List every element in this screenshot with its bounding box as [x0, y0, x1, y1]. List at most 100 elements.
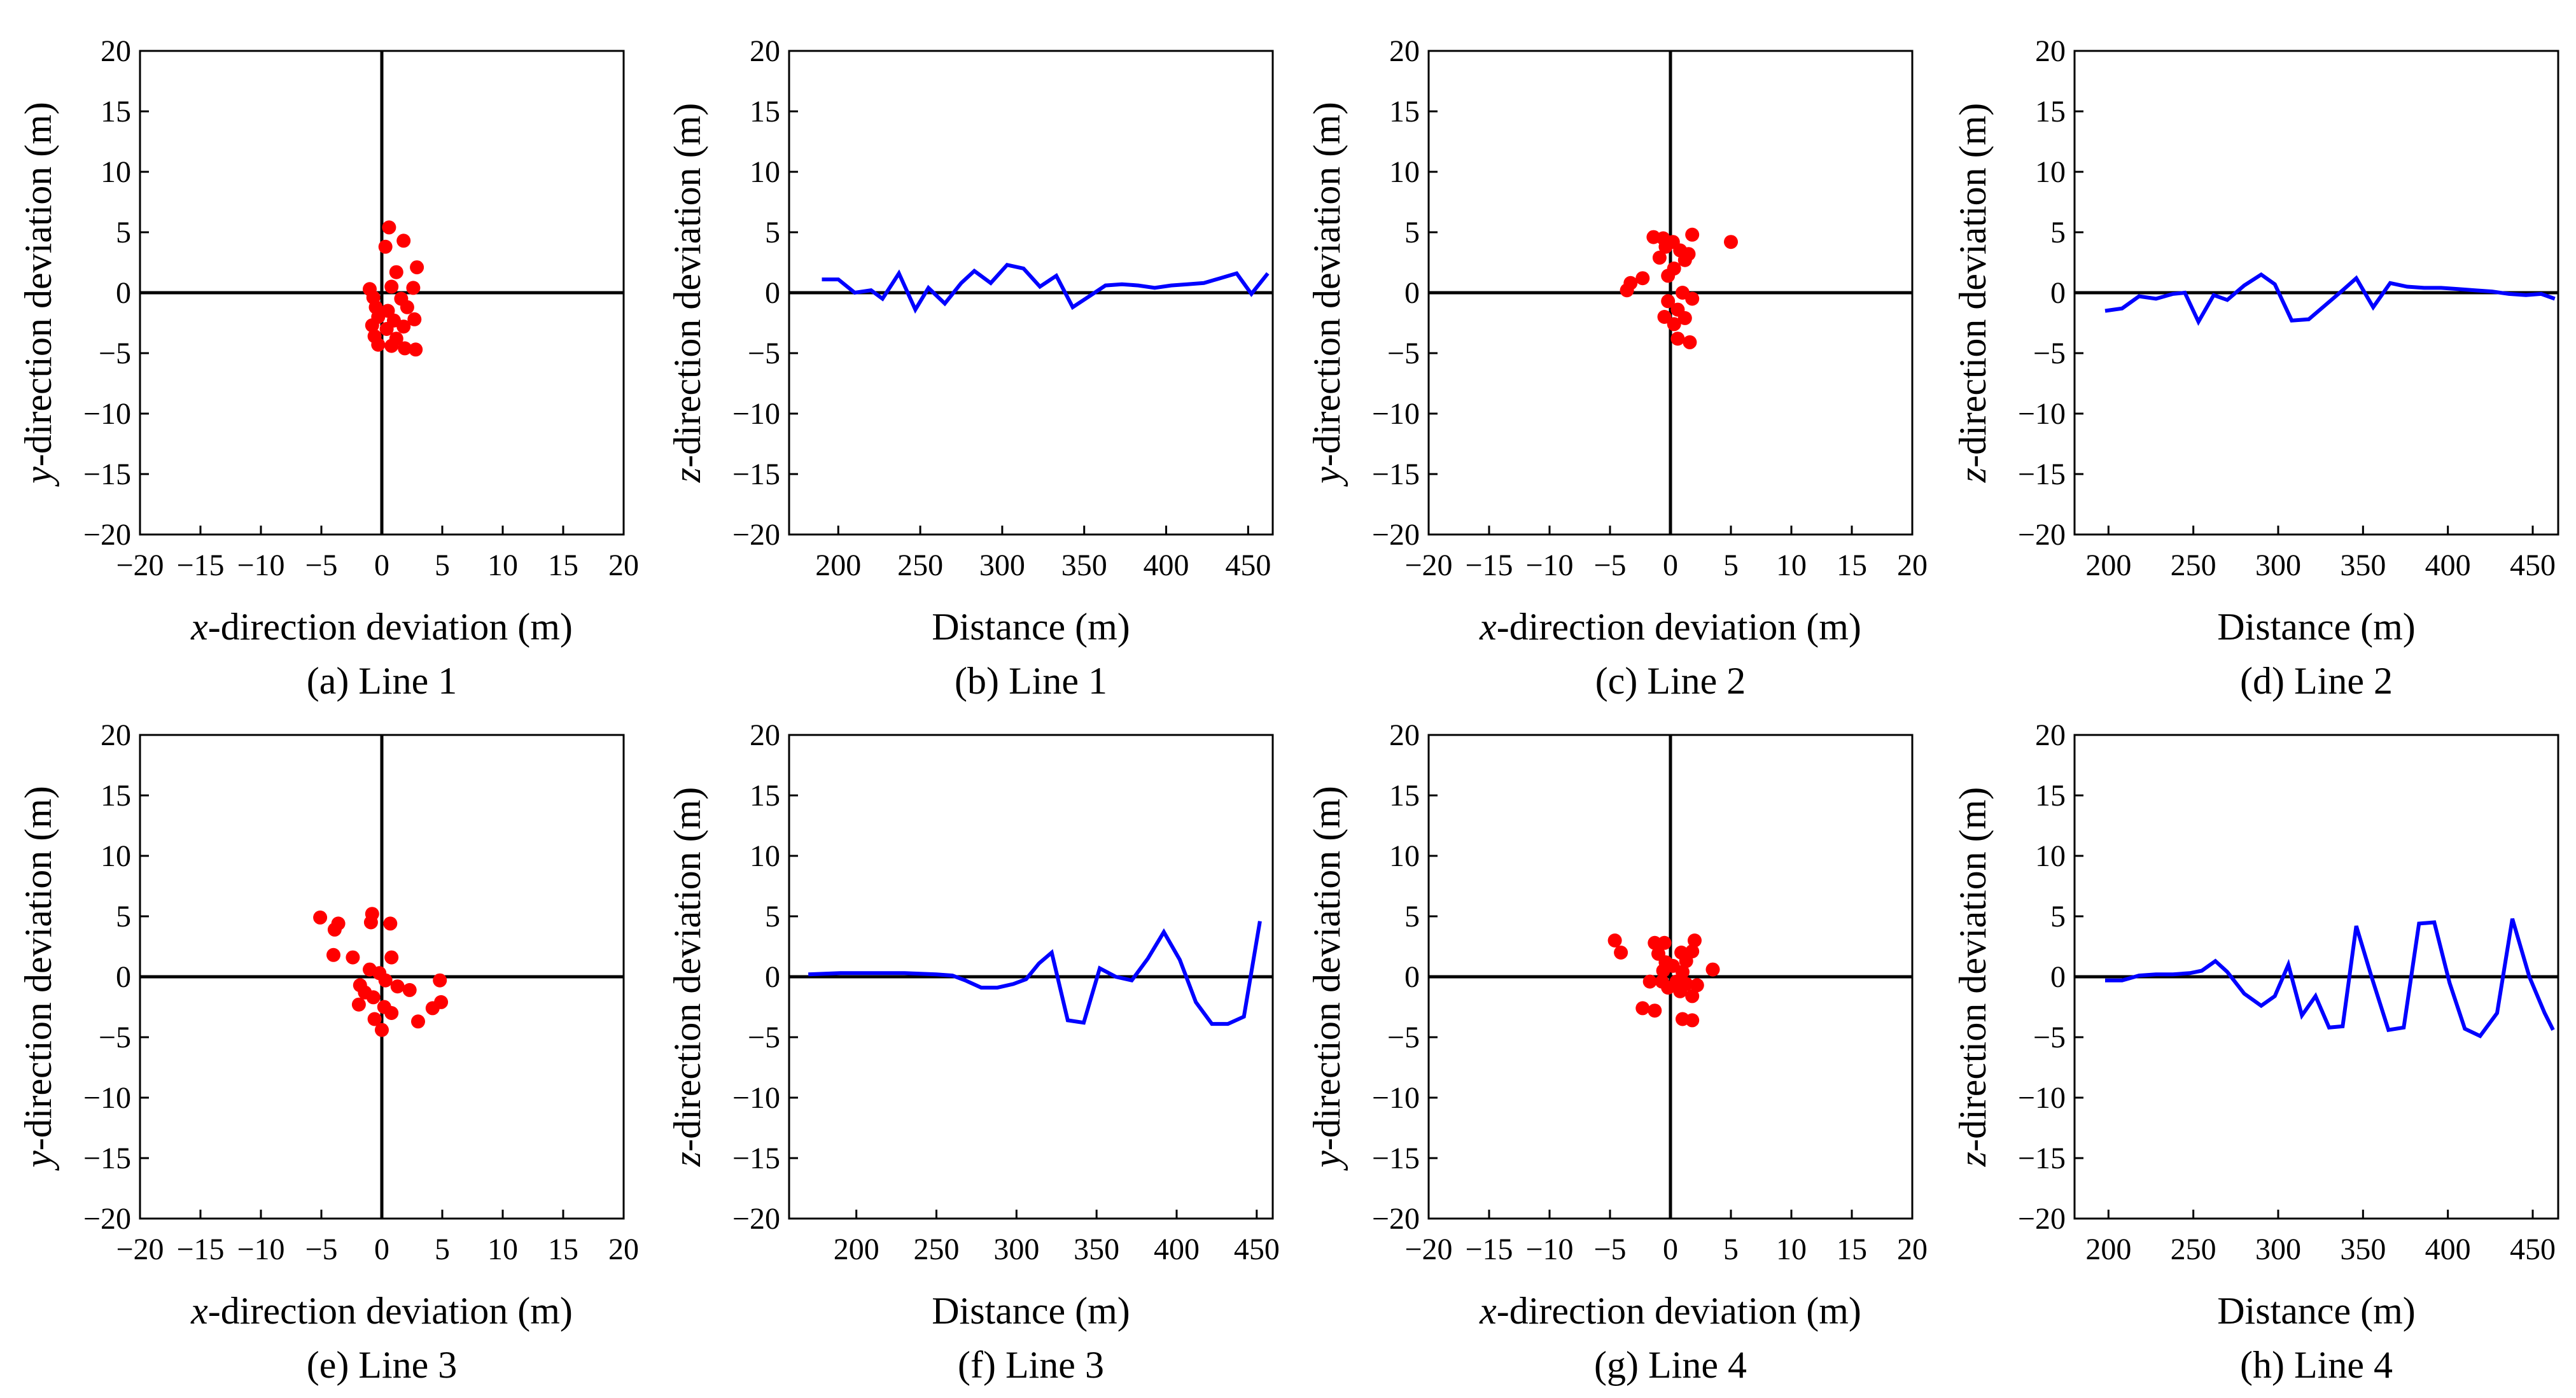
x-tick-label: 350: [2340, 549, 2386, 582]
y-tick-label: −10: [83, 1081, 131, 1115]
y-tick-label: 10: [1389, 155, 1420, 189]
x-axis-label: Distance (m): [932, 606, 1130, 648]
data-point: [1635, 1001, 1650, 1016]
x-tick-label: 10: [1776, 549, 1807, 582]
series-line: [808, 921, 1262, 1026]
x-tick-label: 350: [1061, 549, 1107, 582]
panel-caption: (g) Line 4: [1594, 1344, 1747, 1386]
y-tick-label: −15: [732, 458, 780, 491]
y-tick-label: 15: [750, 95, 780, 129]
x-tick-label: 350: [1074, 1233, 1119, 1266]
x-axis-label-variable: x: [190, 1290, 208, 1332]
y-tick-label: −5: [99, 337, 131, 370]
y-tick-label: 10: [101, 155, 131, 189]
y-tick-label: −10: [1372, 397, 1420, 431]
data-point: [396, 319, 411, 334]
y-tick-label: −15: [1372, 458, 1420, 491]
y-tick-label: 15: [1389, 95, 1420, 129]
x-tick-label: 450: [1234, 1233, 1280, 1266]
y-tick-label: −20: [1372, 1202, 1420, 1236]
data-point: [375, 1023, 389, 1037]
y-tick-label: 20: [2035, 34, 2066, 68]
x-axis-label-text: -direction deviation (m): [208, 606, 573, 648]
y-axis-label: y-direction deviation (m): [17, 786, 59, 1171]
y-tick-label: −5: [748, 1021, 780, 1054]
y-tick-label: 20: [1389, 718, 1420, 752]
y-axis-label-text: -direction deviation (m): [1306, 786, 1348, 1150]
data-point: [1685, 291, 1700, 306]
y-tick-label: −10: [83, 397, 131, 431]
data-point: [366, 990, 381, 1005]
y-axis-label-variable: y: [1306, 466, 1348, 487]
data-point: [1661, 294, 1676, 309]
y-axis-label: z-direction deviation (m): [666, 787, 708, 1168]
data-point: [1661, 269, 1676, 283]
panel-caption: (d) Line 2: [2240, 660, 2393, 702]
y-tick-label: 5: [765, 216, 780, 249]
y-tick-label: −10: [732, 397, 780, 431]
y-tick-label: −10: [732, 1081, 780, 1115]
panel-caption: (b) Line 1: [955, 660, 1107, 702]
x-tick-label: 5: [1723, 549, 1739, 582]
x-tick-label: 300: [2255, 549, 2301, 582]
x-tick-label: 250: [914, 1233, 960, 1266]
x-tick-label: 200: [815, 549, 861, 582]
data-point: [371, 337, 386, 352]
x-tick-label: −5: [1593, 1233, 1626, 1266]
y-axis-label-text: -direction deviation (m): [666, 103, 708, 468]
x-axis-label-variable: x: [1479, 1290, 1497, 1332]
series-line: [2105, 918, 2555, 1038]
data-point: [1642, 974, 1657, 989]
data-point: [407, 312, 422, 326]
x-tick-label: 0: [374, 1233, 389, 1266]
y-tick-label: −5: [99, 1021, 131, 1054]
x-tick-label: 15: [548, 549, 578, 582]
x-axis-label: x-direction deviation (m): [1479, 606, 1861, 648]
x-tick-label: 20: [1897, 1233, 1928, 1266]
x-tick-label: 200: [2085, 1233, 2131, 1266]
x-tick-label: 15: [548, 1233, 578, 1266]
x-tick-label: 250: [2171, 1233, 2216, 1266]
data-point: [1656, 963, 1670, 978]
x-axis-label: Distance (m): [2217, 1290, 2416, 1332]
data-point: [1607, 933, 1622, 947]
y-axis-label-text: -direction deviation (m): [17, 786, 59, 1150]
y-tick-label: 15: [2035, 95, 2066, 129]
x-tick-label: 5: [435, 549, 450, 582]
y-tick-label: 5: [116, 900, 131, 933]
y-axis-label: y-direction deviation (m): [1306, 102, 1348, 487]
panel-caption: (a) Line 1: [307, 660, 458, 702]
x-tick-label: 15: [1837, 1233, 1867, 1266]
series-line: [822, 262, 1270, 314]
x-tick-label: −20: [1404, 549, 1452, 582]
data-point: [1661, 981, 1676, 995]
x-tick-label: 20: [608, 1233, 639, 1266]
y-axis-label-text: -direction deviation (m): [1952, 787, 1994, 1152]
x-tick-label: 300: [993, 1233, 1039, 1266]
y-axis-label: z-direction deviation (m): [1952, 103, 1994, 484]
data-point: [410, 260, 424, 275]
y-tick-label: 20: [101, 718, 131, 752]
y-tick-label: −5: [748, 337, 780, 370]
y-axis-label-text: -direction deviation (m): [1306, 102, 1348, 466]
y-tick-label: 10: [2035, 839, 2066, 873]
data-point: [1635, 271, 1650, 286]
data-point: [383, 916, 398, 931]
x-tick-label: 400: [1154, 1233, 1200, 1266]
y-tick-label: 5: [116, 216, 131, 249]
y-tick-label: −20: [732, 518, 780, 552]
x-axis-label-variable: x: [190, 606, 208, 648]
x-tick-label: 10: [487, 1233, 518, 1266]
y-tick-label: −15: [83, 1142, 131, 1175]
y-tick-label: 0: [1404, 960, 1420, 994]
data-point: [384, 339, 399, 353]
y-tick-label: 20: [750, 718, 780, 752]
y-tick-label: −15: [1372, 1142, 1420, 1175]
data-point: [390, 979, 405, 994]
y-tick-label: 5: [2050, 216, 2066, 249]
data-point: [384, 1006, 399, 1020]
data-point: [351, 997, 366, 1012]
data-point: [384, 279, 399, 294]
